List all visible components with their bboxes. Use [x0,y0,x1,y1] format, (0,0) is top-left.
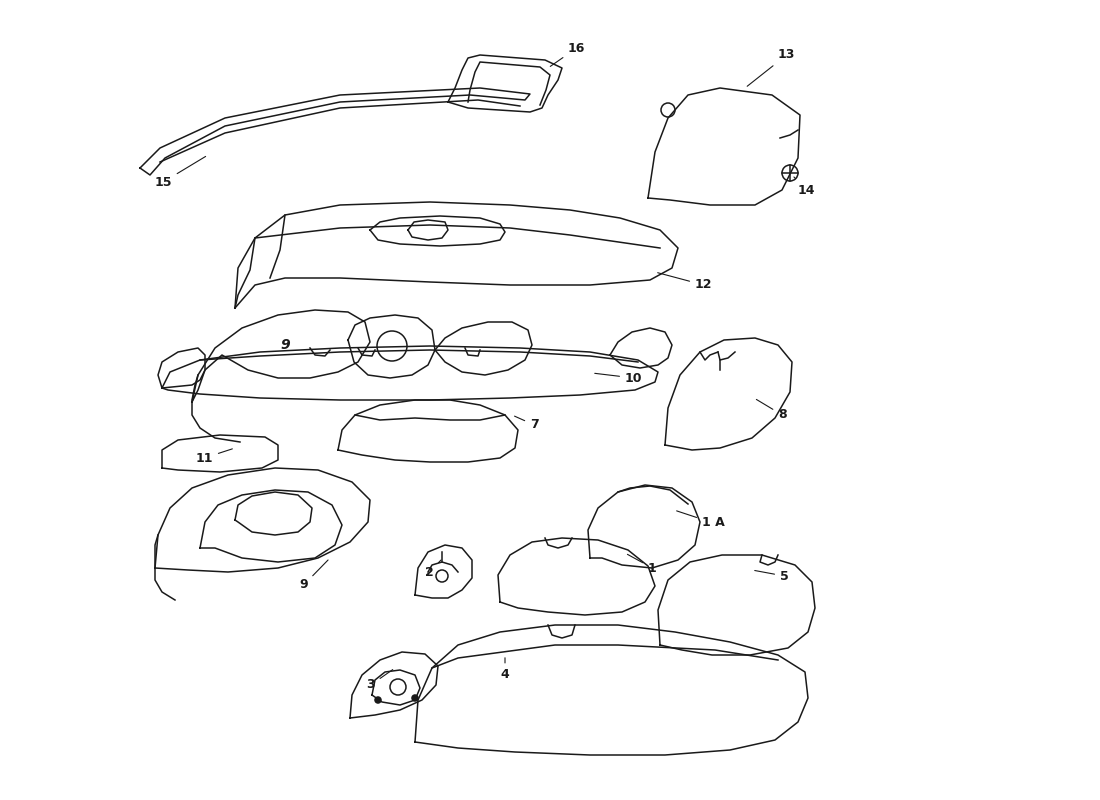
Polygon shape [610,328,672,368]
Polygon shape [158,348,205,388]
Polygon shape [162,435,278,472]
Text: 9: 9 [299,560,328,591]
Polygon shape [648,88,800,205]
Polygon shape [235,492,312,535]
Polygon shape [498,538,654,615]
Text: 9: 9 [280,338,289,352]
Text: 12: 12 [658,273,713,291]
Polygon shape [155,468,370,572]
Polygon shape [415,625,808,755]
Polygon shape [350,652,438,718]
Text: 10: 10 [595,371,642,385]
Text: 5: 5 [755,570,789,582]
Text: 8: 8 [757,399,786,422]
Polygon shape [448,55,562,112]
Polygon shape [370,216,505,246]
Text: 7: 7 [515,416,539,431]
Text: 2: 2 [425,560,441,578]
Text: 4: 4 [500,658,509,682]
Text: 15: 15 [154,157,206,189]
Text: 1 A: 1 A [676,511,725,530]
Polygon shape [140,88,530,175]
Polygon shape [338,400,518,462]
Text: 1: 1 [627,554,657,574]
Polygon shape [434,322,532,375]
Polygon shape [666,338,792,450]
Polygon shape [588,485,700,568]
Text: 3: 3 [366,670,393,691]
Text: 11: 11 [196,449,232,465]
Polygon shape [235,202,678,308]
Circle shape [412,695,418,701]
Text: 16: 16 [550,42,585,66]
Polygon shape [415,545,472,598]
Text: 14: 14 [794,177,815,197]
Polygon shape [162,346,658,400]
Circle shape [375,697,381,703]
Polygon shape [408,220,448,240]
Text: 13: 13 [747,49,795,86]
Polygon shape [348,315,435,378]
Polygon shape [658,555,815,655]
Polygon shape [192,310,370,402]
